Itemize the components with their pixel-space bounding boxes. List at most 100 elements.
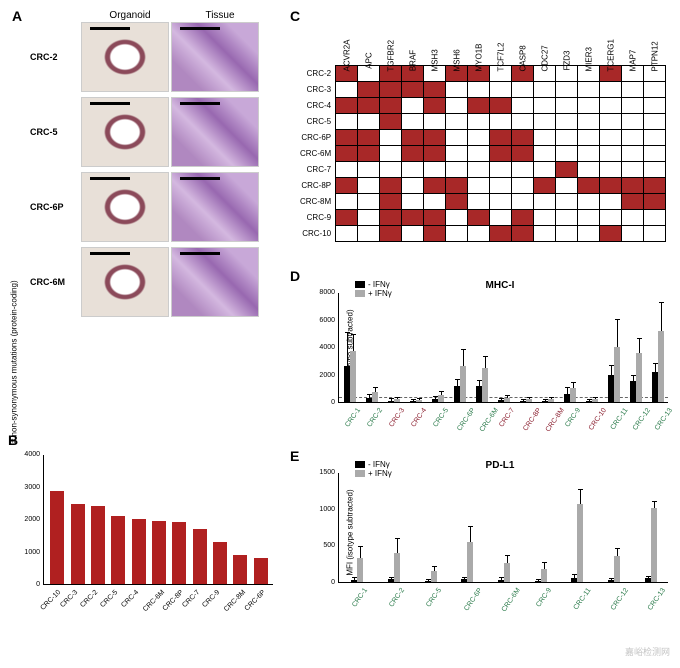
mutation-bar — [111, 516, 125, 584]
error-bar — [580, 490, 581, 505]
error-bar — [457, 380, 458, 386]
ytick: 500 — [309, 542, 335, 549]
heatmap-cell — [600, 209, 622, 225]
bar-xlabel: CRC-3 — [59, 589, 79, 609]
heatmap-cell — [358, 177, 380, 193]
error-bar — [435, 397, 436, 399]
heatmap-cell — [380, 209, 402, 225]
heatmap-cell — [490, 113, 512, 129]
expression-bar — [372, 392, 378, 402]
sample-xlabel: CRC-2 — [366, 407, 384, 429]
expression-bar — [504, 398, 510, 402]
error-bar — [655, 364, 656, 372]
heatmap-cell — [512, 81, 534, 97]
mutation-bar — [71, 504, 85, 584]
expression-bar — [431, 571, 437, 582]
heatmap-cell — [512, 193, 534, 209]
ytick: 8000 — [309, 289, 335, 296]
mutation-bar — [91, 506, 105, 584]
ytick: 0 — [16, 581, 40, 588]
heatmap-cell — [424, 129, 446, 145]
heatmap-cell — [644, 161, 666, 177]
heatmap-cell — [512, 209, 534, 225]
sample-xlabel: CRC-12 — [632, 407, 652, 432]
heatmap-cell — [446, 145, 468, 161]
error-bar — [391, 399, 392, 400]
gene-col: FZD3 — [556, 10, 578, 65]
error-cap — [351, 334, 356, 335]
heatmap-cell — [622, 161, 644, 177]
sample-row-label: CRC-10 — [300, 225, 336, 241]
error-cap — [615, 548, 620, 549]
heatmap-cell — [622, 193, 644, 209]
organoid-image — [81, 247, 169, 317]
heatmap-cell — [644, 81, 666, 97]
col-organoid: Organoid — [85, 10, 175, 21]
heatmap-cell — [402, 97, 424, 113]
panel-e-ylabel: MFI (isotype subtracted) — [346, 489, 355, 575]
heatmap-cell — [622, 81, 644, 97]
error-bar — [639, 339, 640, 353]
error-bar — [375, 388, 376, 392]
heatmap-cell — [446, 209, 468, 225]
heatmap-cell — [600, 161, 622, 177]
heatmap-cell — [336, 161, 358, 177]
tissue-image — [171, 22, 259, 92]
heatmap-cell — [446, 177, 468, 193]
heatmap-cell — [556, 193, 578, 209]
sample-xlabel: CRC-8M — [545, 407, 566, 433]
error-cap — [542, 562, 547, 563]
gene-col: ACVR2A — [336, 10, 358, 65]
heatmap-cell — [534, 209, 556, 225]
ytick: 1000 — [309, 506, 335, 513]
heatmap-cell — [424, 177, 446, 193]
gene-col: MSH3 — [424, 10, 446, 65]
heatmap-cell — [578, 209, 600, 225]
heatmap-cell — [556, 209, 578, 225]
heatmap-cell — [402, 129, 424, 145]
heatmap-cell — [512, 97, 534, 113]
row-label: CRC-2 — [30, 52, 80, 62]
error-bar — [589, 400, 590, 401]
ytick: 4000 — [16, 451, 40, 458]
error-bar — [574, 575, 575, 577]
gene-col: CASP8 — [512, 10, 534, 65]
sample-xlabel: CRC-12 — [610, 587, 630, 612]
heatmap-cell — [380, 97, 402, 113]
ytick: 2000 — [16, 516, 40, 523]
error-cap — [549, 397, 554, 398]
heatmap-cell — [468, 113, 490, 129]
sample-xlabel: CRC-5 — [432, 407, 450, 429]
histology-row: CRC-6M — [30, 246, 280, 318]
histology-row: CRC-6P — [30, 171, 280, 243]
error-bar — [648, 577, 649, 579]
sample-row-label: CRC-5 — [300, 113, 336, 129]
error-bar — [347, 333, 348, 366]
heatmap-cell — [578, 225, 600, 241]
heatmap-cell — [468, 97, 490, 113]
histology-row: CRC-2 — [30, 21, 280, 93]
heatmap-cell — [644, 97, 666, 113]
heatmap-cell — [358, 81, 380, 97]
heatmap-cell — [534, 129, 556, 145]
error-bar — [661, 303, 662, 331]
bar-xlabel: CRC-6P — [243, 589, 266, 612]
panel-b: # non-synonymous mutations (protein-codi… — [8, 445, 268, 645]
sample-xlabel: CRC-2 — [388, 587, 406, 609]
heatmap-cell — [578, 81, 600, 97]
sample-row-label: CRC-8M — [300, 193, 336, 209]
heatmap-cell — [446, 193, 468, 209]
error-bar — [501, 399, 502, 400]
ytick: 1000 — [16, 549, 40, 556]
heatmap-cell — [600, 97, 622, 113]
heatmap-cell — [556, 97, 578, 113]
organoid-image — [81, 22, 169, 92]
heatmap-cell — [468, 225, 490, 241]
heatmap-cell — [578, 177, 600, 193]
error-bar — [633, 376, 634, 382]
error-bar — [595, 398, 596, 399]
heatmap-cell — [490, 193, 512, 209]
heatmap-cell — [358, 225, 380, 241]
error-cap — [461, 349, 466, 350]
heatmap-cell — [512, 177, 534, 193]
